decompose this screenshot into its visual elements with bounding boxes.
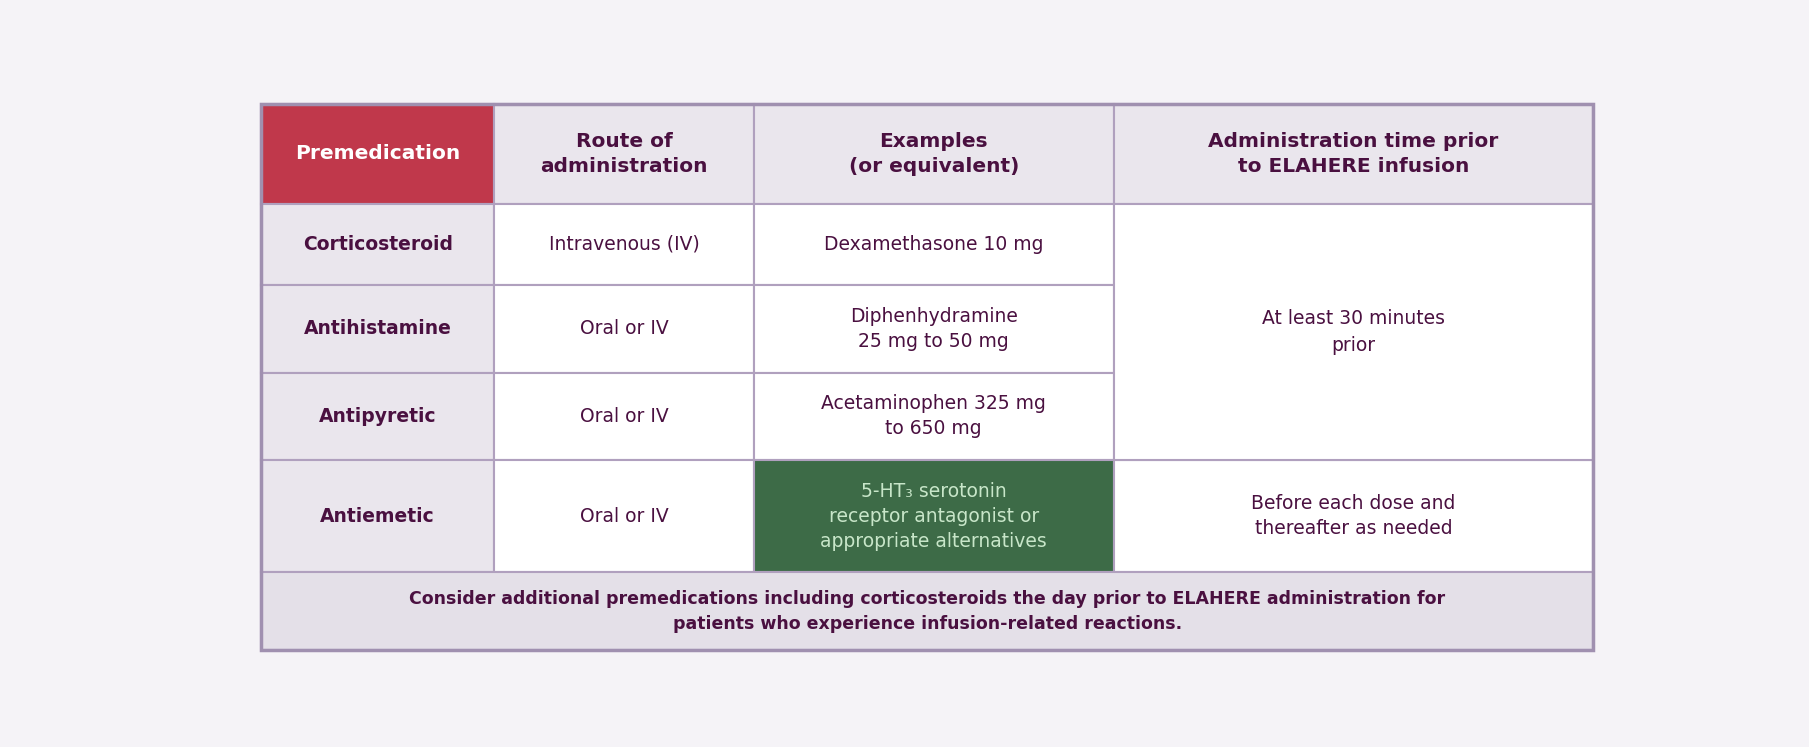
Text: Before each dose and
thereafter as needed: Before each dose and thereafter as neede… — [1252, 494, 1456, 538]
Text: Corticosteroid: Corticosteroid — [302, 235, 452, 254]
Text: Oral or IV: Oral or IV — [579, 407, 669, 426]
Text: Administration time prior
to ELAHERE infusion: Administration time prior to ELAHERE inf… — [1208, 131, 1498, 176]
Bar — [494, 204, 754, 285]
Text: Antipyretic: Antipyretic — [318, 407, 436, 426]
Text: Antihistamine: Antihistamine — [304, 320, 452, 338]
Bar — [754, 285, 1114, 373]
Bar — [260, 204, 494, 285]
Bar — [754, 373, 1114, 460]
Text: Antiemetic: Antiemetic — [320, 506, 436, 526]
Bar — [260, 285, 494, 373]
Bar — [494, 373, 754, 460]
Bar — [754, 460, 1114, 572]
Bar — [494, 460, 754, 572]
Bar — [1114, 204, 1594, 460]
Bar — [1114, 460, 1594, 572]
Bar — [260, 373, 494, 460]
Text: Oral or IV: Oral or IV — [579, 506, 669, 526]
Text: 5-HT₃ serotonin
receptor antagonist or
appropriate alternatives: 5-HT₃ serotonin receptor antagonist or a… — [821, 482, 1047, 551]
Text: Premedication: Premedication — [295, 144, 459, 164]
Bar — [260, 460, 494, 572]
Bar — [754, 204, 1114, 285]
Text: Diphenhydramine
25 mg to 50 mg: Diphenhydramine 25 mg to 50 mg — [850, 307, 1018, 351]
Text: Consider additional premedications including corticosteroids the day prior to EL: Consider additional premedications inclu… — [409, 589, 1445, 633]
Text: Acetaminophen 325 mg
to 650 mg: Acetaminophen 325 mg to 650 mg — [821, 394, 1046, 438]
Bar — [260, 572, 1594, 651]
Text: Intravenous (IV): Intravenous (IV) — [548, 235, 700, 254]
Bar — [494, 285, 754, 373]
Bar — [1114, 104, 1594, 204]
Text: Route of
administration: Route of administration — [541, 131, 707, 176]
Text: At least 30 minutes
prior: At least 30 minutes prior — [1263, 309, 1445, 355]
Text: Dexamethasone 10 mg: Dexamethasone 10 mg — [825, 235, 1044, 254]
Text: Examples
(or equivalent): Examples (or equivalent) — [848, 131, 1018, 176]
Bar — [494, 104, 754, 204]
Bar — [754, 104, 1114, 204]
Text: Oral or IV: Oral or IV — [579, 320, 669, 338]
Bar — [260, 104, 494, 204]
